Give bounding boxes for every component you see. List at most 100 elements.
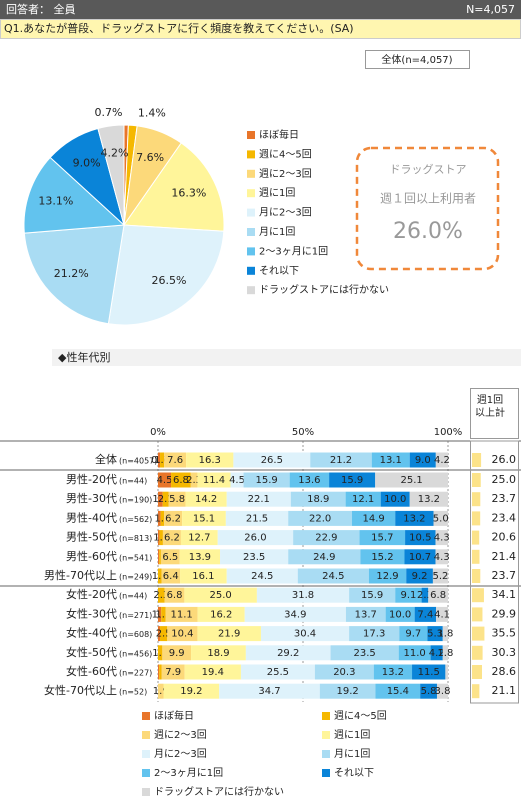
- bar-value-label: 7.6: [167, 455, 183, 466]
- bar-value-label: 10.7: [409, 552, 431, 563]
- totals-header-box: [470, 388, 519, 439]
- n-label: (n=190): [119, 496, 152, 505]
- bar-value-label: 25.1: [400, 475, 422, 486]
- legend-swatch: [247, 266, 255, 275]
- legend-label: 2～3ヶ月に1回: [259, 245, 328, 257]
- bar-segment: [158, 530, 160, 546]
- legend-swatch: [247, 247, 255, 256]
- bar-value-label: 6.2: [165, 513, 181, 524]
- bar-value-label: 20.3: [333, 667, 355, 678]
- bar-segment: [161, 606, 166, 622]
- bar-segment: [373, 664, 413, 680]
- bar-value-label: 11.4: [203, 475, 225, 486]
- legend-label: 月に1回: [334, 748, 370, 760]
- pie-label: 9.0%: [73, 156, 101, 169]
- bar-value-label: 9.1: [400, 590, 416, 601]
- legend-label: ドラッグストアには行かない: [154, 785, 284, 796]
- bar-value-label: 1.2: [153, 533, 169, 544]
- n-label: (n=44): [119, 592, 147, 601]
- bar-segment: [160, 626, 168, 642]
- bar-segment: [385, 606, 415, 622]
- pie-title-box: [365, 50, 470, 69]
- bar-segment: [185, 491, 227, 507]
- respondents: 回答者： 全員: [6, 2, 76, 16]
- bar-segment: [160, 510, 165, 526]
- bar-value-label: 4.5: [157, 475, 173, 486]
- bar-value-label: 16.3: [199, 455, 221, 466]
- bar-value-label: 31.8: [292, 590, 314, 601]
- bar-segment: [167, 626, 198, 642]
- pie-label: 26.5%: [152, 274, 187, 287]
- bar-value-label: 13.2: [382, 667, 404, 678]
- bar-value-label: 2.3: [417, 590, 433, 601]
- bar-segment: [368, 568, 407, 584]
- bar-value-label: 3.8: [435, 686, 451, 697]
- bar-value-label: 4.2: [434, 455, 450, 466]
- total-bar: [472, 549, 480, 564]
- bar-value-label: 15.1: [193, 513, 215, 524]
- bar-segment: [217, 530, 294, 546]
- bar-value-label: 15.7: [371, 533, 393, 544]
- legend-swatch: [142, 788, 150, 796]
- legend-label: 月に1回: [259, 226, 295, 238]
- bar-value-label: 14.9: [362, 513, 384, 524]
- bar-segment: [352, 510, 396, 526]
- bar-segment: [159, 549, 161, 565]
- bar-value-label: 25.5: [267, 667, 289, 678]
- bar-segment: [371, 452, 410, 468]
- bar-value-label: 15.4: [387, 686, 409, 697]
- legend-swatch: [247, 286, 255, 295]
- bar-segment: [171, 472, 191, 488]
- bar-value-label: 1.1: [152, 609, 168, 620]
- legend-label: それ以下: [334, 767, 374, 779]
- bar-value-label: 13.1: [380, 455, 402, 466]
- legend-swatch: [247, 189, 255, 198]
- bar-segment: [244, 606, 346, 622]
- bar-segment: [158, 626, 161, 642]
- total-label: 26.0: [492, 453, 517, 466]
- bar-segment: [245, 645, 331, 661]
- total-bar: [472, 665, 483, 679]
- bar-value-label: 2.3: [186, 475, 202, 486]
- bar-value-label: 13.2: [403, 513, 425, 524]
- legend-swatch: [247, 169, 255, 178]
- bar-segment: [288, 549, 361, 565]
- category-label: 男性-30代: [66, 491, 117, 505]
- bar-segment: [162, 530, 181, 546]
- bar-value-label: 5.8: [421, 686, 437, 697]
- n-label: (n=44): [119, 477, 147, 486]
- n-label: (n=52): [119, 688, 147, 697]
- bar-value-label: 12.9: [376, 571, 398, 582]
- bar-value-label: 1.2: [154, 513, 170, 524]
- total-label: 20.6: [492, 531, 517, 544]
- bar-segment: [226, 568, 298, 584]
- bar-value-label: 34.7: [258, 686, 280, 697]
- bar-segment: [293, 530, 360, 546]
- bar-segment: [406, 568, 433, 584]
- legend-label: ほぼ毎日: [154, 709, 194, 722]
- total-label: 28.6: [492, 665, 517, 678]
- bar-value-label: 9.9: [169, 648, 185, 659]
- bar-segment: [159, 664, 162, 680]
- callout-box: [355, 146, 500, 271]
- pie-slice: [123, 142, 225, 232]
- bar-value-label: 1.4: [154, 455, 170, 466]
- bar-value-label: 6.8: [430, 590, 446, 601]
- bar-segment: [220, 549, 289, 565]
- bar-value-label: 0.7: [151, 455, 167, 466]
- category-label: 全体: [95, 452, 117, 466]
- bar-segment: [360, 549, 405, 565]
- bar-value-label: 23.5: [353, 648, 375, 659]
- n-label: (n=562): [119, 515, 152, 524]
- total-bar: [472, 530, 480, 545]
- bar-value-label: 1.9: [153, 686, 169, 697]
- bar-segment: [164, 587, 185, 603]
- bar-value-label: 18.9: [307, 494, 329, 505]
- total-bar: [472, 492, 481, 507]
- n-label: (n=249): [119, 573, 152, 582]
- bar-segment: [288, 510, 353, 526]
- category-label: 女性-70代以上: [44, 683, 117, 697]
- header-bar: [0, 0, 521, 19]
- bar-value-label: 29.2: [277, 648, 299, 659]
